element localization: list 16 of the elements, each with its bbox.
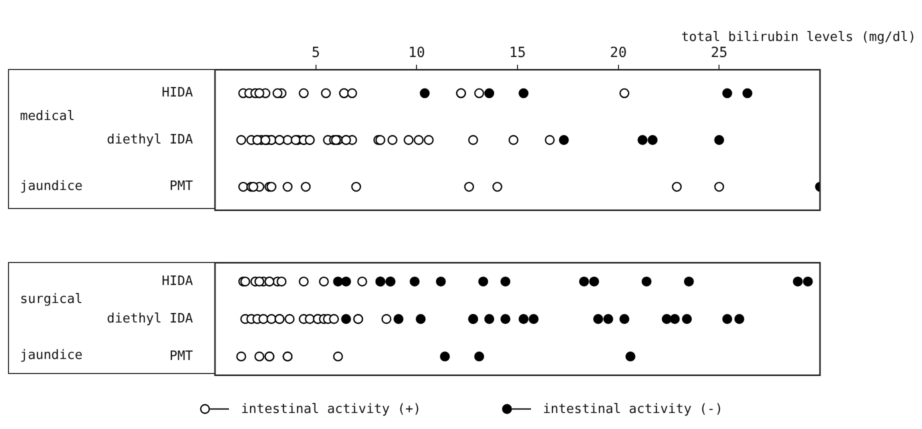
legend-label: intestinal activity (-) — [542, 402, 723, 417]
legend-label: intestinal activity (+) — [240, 402, 421, 417]
y-tick-label: HIDA — [162, 274, 194, 289]
x-tick-label: 5 — [312, 45, 320, 62]
y-tick-label: diethyl IDA — [106, 311, 194, 326]
text: surgical jaundice — [20, 292, 83, 364]
x-tick-label: 15 — [509, 45, 526, 62]
text: medical jaundice — [20, 108, 83, 194]
y-tick-label: PMT — [170, 179, 194, 194]
x-tick-label: 10 — [408, 45, 426, 62]
y-tick-label: PMT — [170, 348, 194, 364]
x-tick-label: 20 — [610, 45, 627, 62]
x-axis-title: total bilirubin levels (mg/dl) — [681, 30, 916, 45]
y-tick-label: diethyl IDA — [106, 132, 194, 148]
x-tick-label: 25 — [710, 45, 728, 62]
y-tick-label: HIDA — [162, 86, 194, 101]
